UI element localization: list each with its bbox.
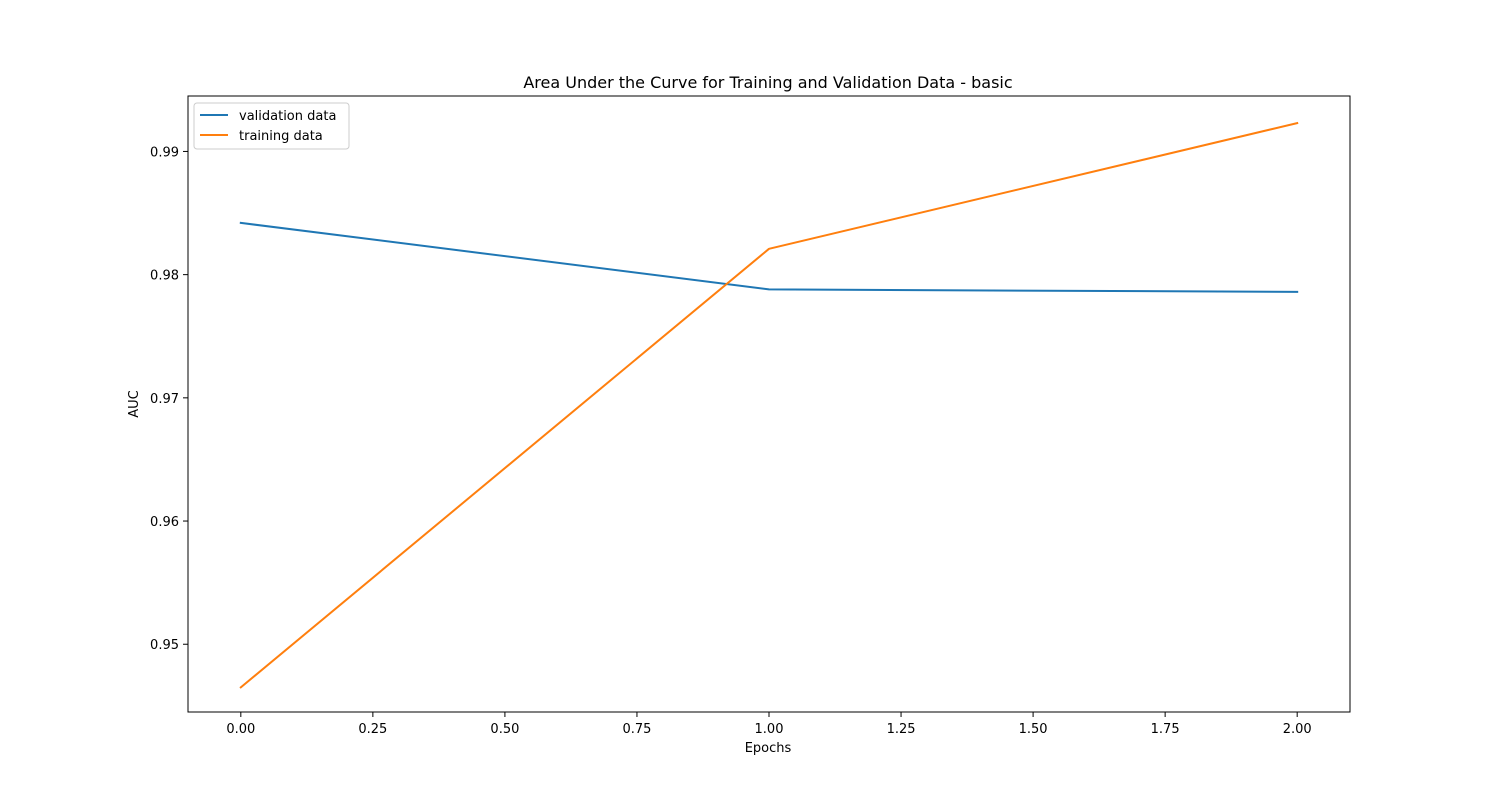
x-tick-label: 1.00 — [755, 722, 784, 737]
y-tick-label: 0.97 — [150, 392, 179, 407]
legend-label: training data — [239, 129, 323, 144]
legend-label: validation data — [239, 109, 336, 124]
x-tick-label: 1.75 — [1151, 722, 1180, 737]
y-tick-label: 0.98 — [150, 269, 179, 284]
x-tick-label: 2.00 — [1283, 722, 1312, 737]
x-tick-label: 0.50 — [490, 722, 519, 737]
y-tick-label: 0.99 — [150, 145, 179, 160]
legend: validation data training data — [193, 102, 350, 150]
y-axis-label: AUC — [127, 390, 142, 418]
series-lines — [239, 121, 1299, 689]
x-tick-label: 1.50 — [1019, 722, 1048, 737]
series-line-training-data — [239, 121, 1299, 689]
plot-area — [187, 95, 1351, 713]
x-tick-label: 0.00 — [226, 722, 255, 737]
legend-box — [193, 102, 350, 150]
y-tick-label: 0.95 — [150, 638, 179, 653]
y-tick-label: 0.96 — [150, 515, 179, 530]
x-tick-label: 0.25 — [358, 722, 387, 737]
y-axis-ticks: 0.95 0.96 0.97 0.98 0.99 — [150, 145, 188, 653]
series-line-validation-data — [239, 221, 1299, 293]
x-axis-label: Epochs — [745, 741, 792, 756]
plot-frame — [187, 95, 1351, 713]
chart-title: Area Under the Curve for Training and Va… — [523, 73, 1012, 92]
x-axis-ticks: 0.00 0.25 0.50 0.75 1.00 1.25 1.50 1.75 2.00 — [226, 712, 1312, 737]
x-tick-label: 0.75 — [622, 722, 651, 737]
x-tick-label: 1.25 — [887, 722, 916, 737]
